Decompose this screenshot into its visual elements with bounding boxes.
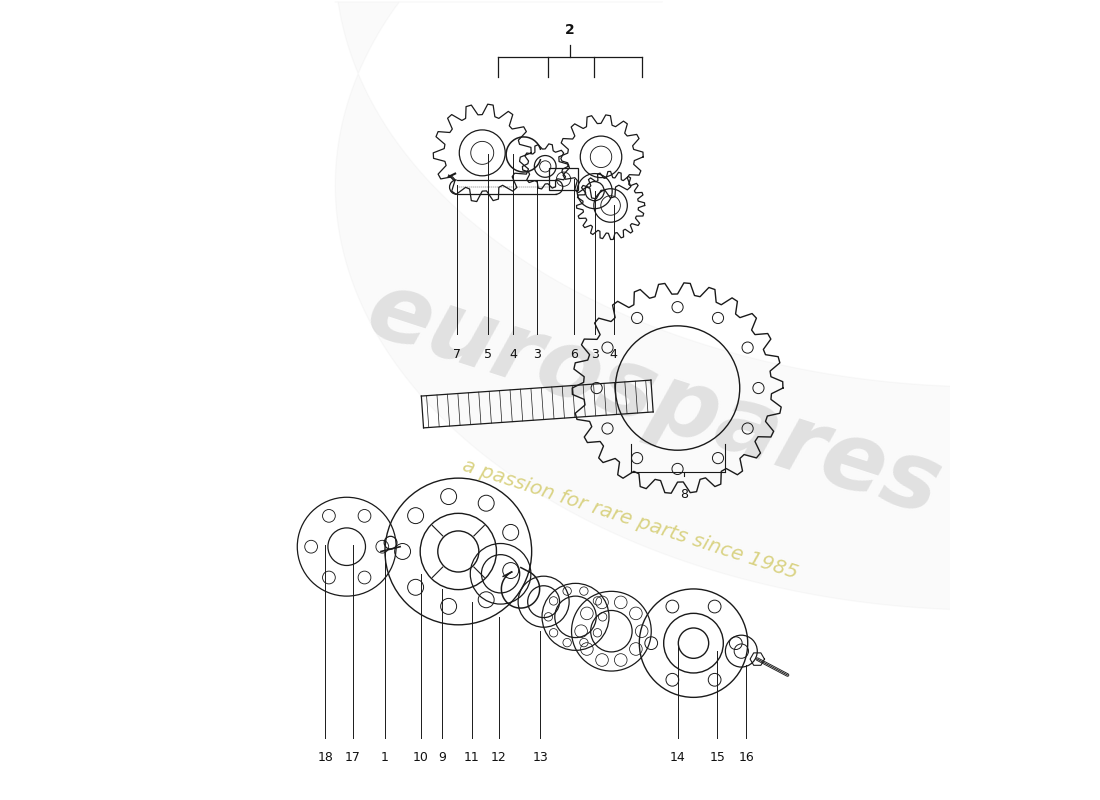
Text: 4: 4 bbox=[509, 348, 517, 361]
Bar bbox=[549, 168, 578, 190]
Text: 13: 13 bbox=[532, 750, 548, 764]
Text: 2: 2 bbox=[565, 23, 575, 38]
Text: 14: 14 bbox=[670, 750, 685, 764]
Text: 17: 17 bbox=[345, 750, 361, 764]
Text: 1: 1 bbox=[381, 750, 389, 764]
Text: 6: 6 bbox=[570, 348, 578, 361]
Text: eurospares: eurospares bbox=[355, 264, 952, 536]
Text: 18: 18 bbox=[317, 750, 333, 764]
Text: 7: 7 bbox=[453, 348, 461, 361]
Text: a passion for rare parts since 1985: a passion for rare parts since 1985 bbox=[460, 456, 800, 583]
Text: 3: 3 bbox=[534, 348, 541, 361]
Text: 5: 5 bbox=[484, 348, 492, 361]
Text: 9: 9 bbox=[439, 750, 447, 764]
Text: 16: 16 bbox=[738, 750, 754, 764]
Text: 15: 15 bbox=[710, 750, 725, 764]
Text: 4: 4 bbox=[609, 348, 618, 361]
Text: 3: 3 bbox=[591, 348, 598, 361]
Text: 11: 11 bbox=[464, 750, 480, 764]
Text: 8: 8 bbox=[680, 488, 688, 501]
Text: 10: 10 bbox=[412, 750, 429, 764]
Text: 12: 12 bbox=[491, 750, 507, 764]
